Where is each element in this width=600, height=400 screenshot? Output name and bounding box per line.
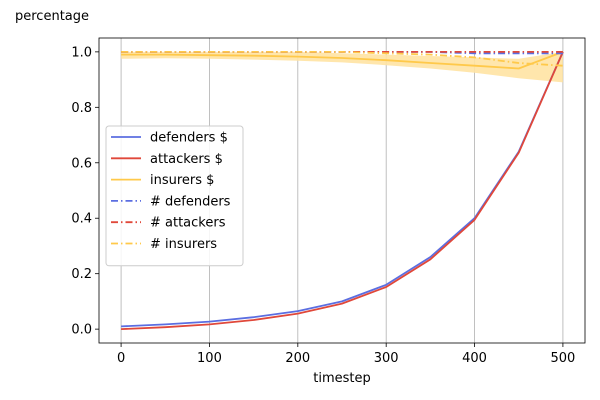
y-axis-ticks: 0.0 0.2 0.4 0.6 0.8 1.0 bbox=[71, 45, 99, 338]
plot-frame bbox=[98, 37, 586, 344]
y-tick-label-2: 0.4 bbox=[71, 212, 92, 227]
confidence-bands bbox=[121, 51, 563, 83]
series-line-5 bbox=[121, 51, 563, 67]
x-tick-label-4: 400 bbox=[462, 351, 487, 366]
y-tick-label-5: 1.0 bbox=[71, 45, 92, 60]
x-axis-label: timestep bbox=[313, 371, 371, 386]
x-tick-label-2: 200 bbox=[285, 351, 310, 366]
legend-label-4: # attackers bbox=[150, 216, 226, 231]
legend-label-3: # defenders bbox=[150, 194, 231, 209]
x-tick-label-1: 100 bbox=[197, 351, 222, 366]
y-tick-label-4: 0.8 bbox=[71, 101, 92, 116]
legend-box bbox=[105, 125, 244, 267]
x-tick-label-5: 500 bbox=[550, 351, 575, 366]
series-band-2 bbox=[121, 51, 563, 83]
legend: defenders $ attackers $ insurers $ # defend… bbox=[105, 125, 244, 267]
series-line-2 bbox=[121, 51, 564, 70]
legend-label-2: insurers $ bbox=[150, 173, 214, 188]
legend-label-0: defenders $ bbox=[150, 131, 228, 146]
legend-label-1: attackers $ bbox=[150, 152, 223, 167]
x-axis-ticks: 0 100 200 300 400 500 bbox=[117, 343, 575, 366]
legend-label-5: # insurers bbox=[150, 237, 217, 252]
y-tick-label-0: 0.0 bbox=[71, 323, 92, 338]
x-tick-label-3: 300 bbox=[374, 351, 399, 366]
x-tick-label-0: 0 bbox=[117, 351, 125, 366]
y-tick-label-1: 0.2 bbox=[71, 267, 92, 282]
y-axis-label: percentage bbox=[15, 9, 89, 24]
series-line-1 bbox=[121, 51, 564, 330]
y-tick-label-3: 0.6 bbox=[71, 156, 92, 171]
series-lines bbox=[121, 51, 564, 330]
